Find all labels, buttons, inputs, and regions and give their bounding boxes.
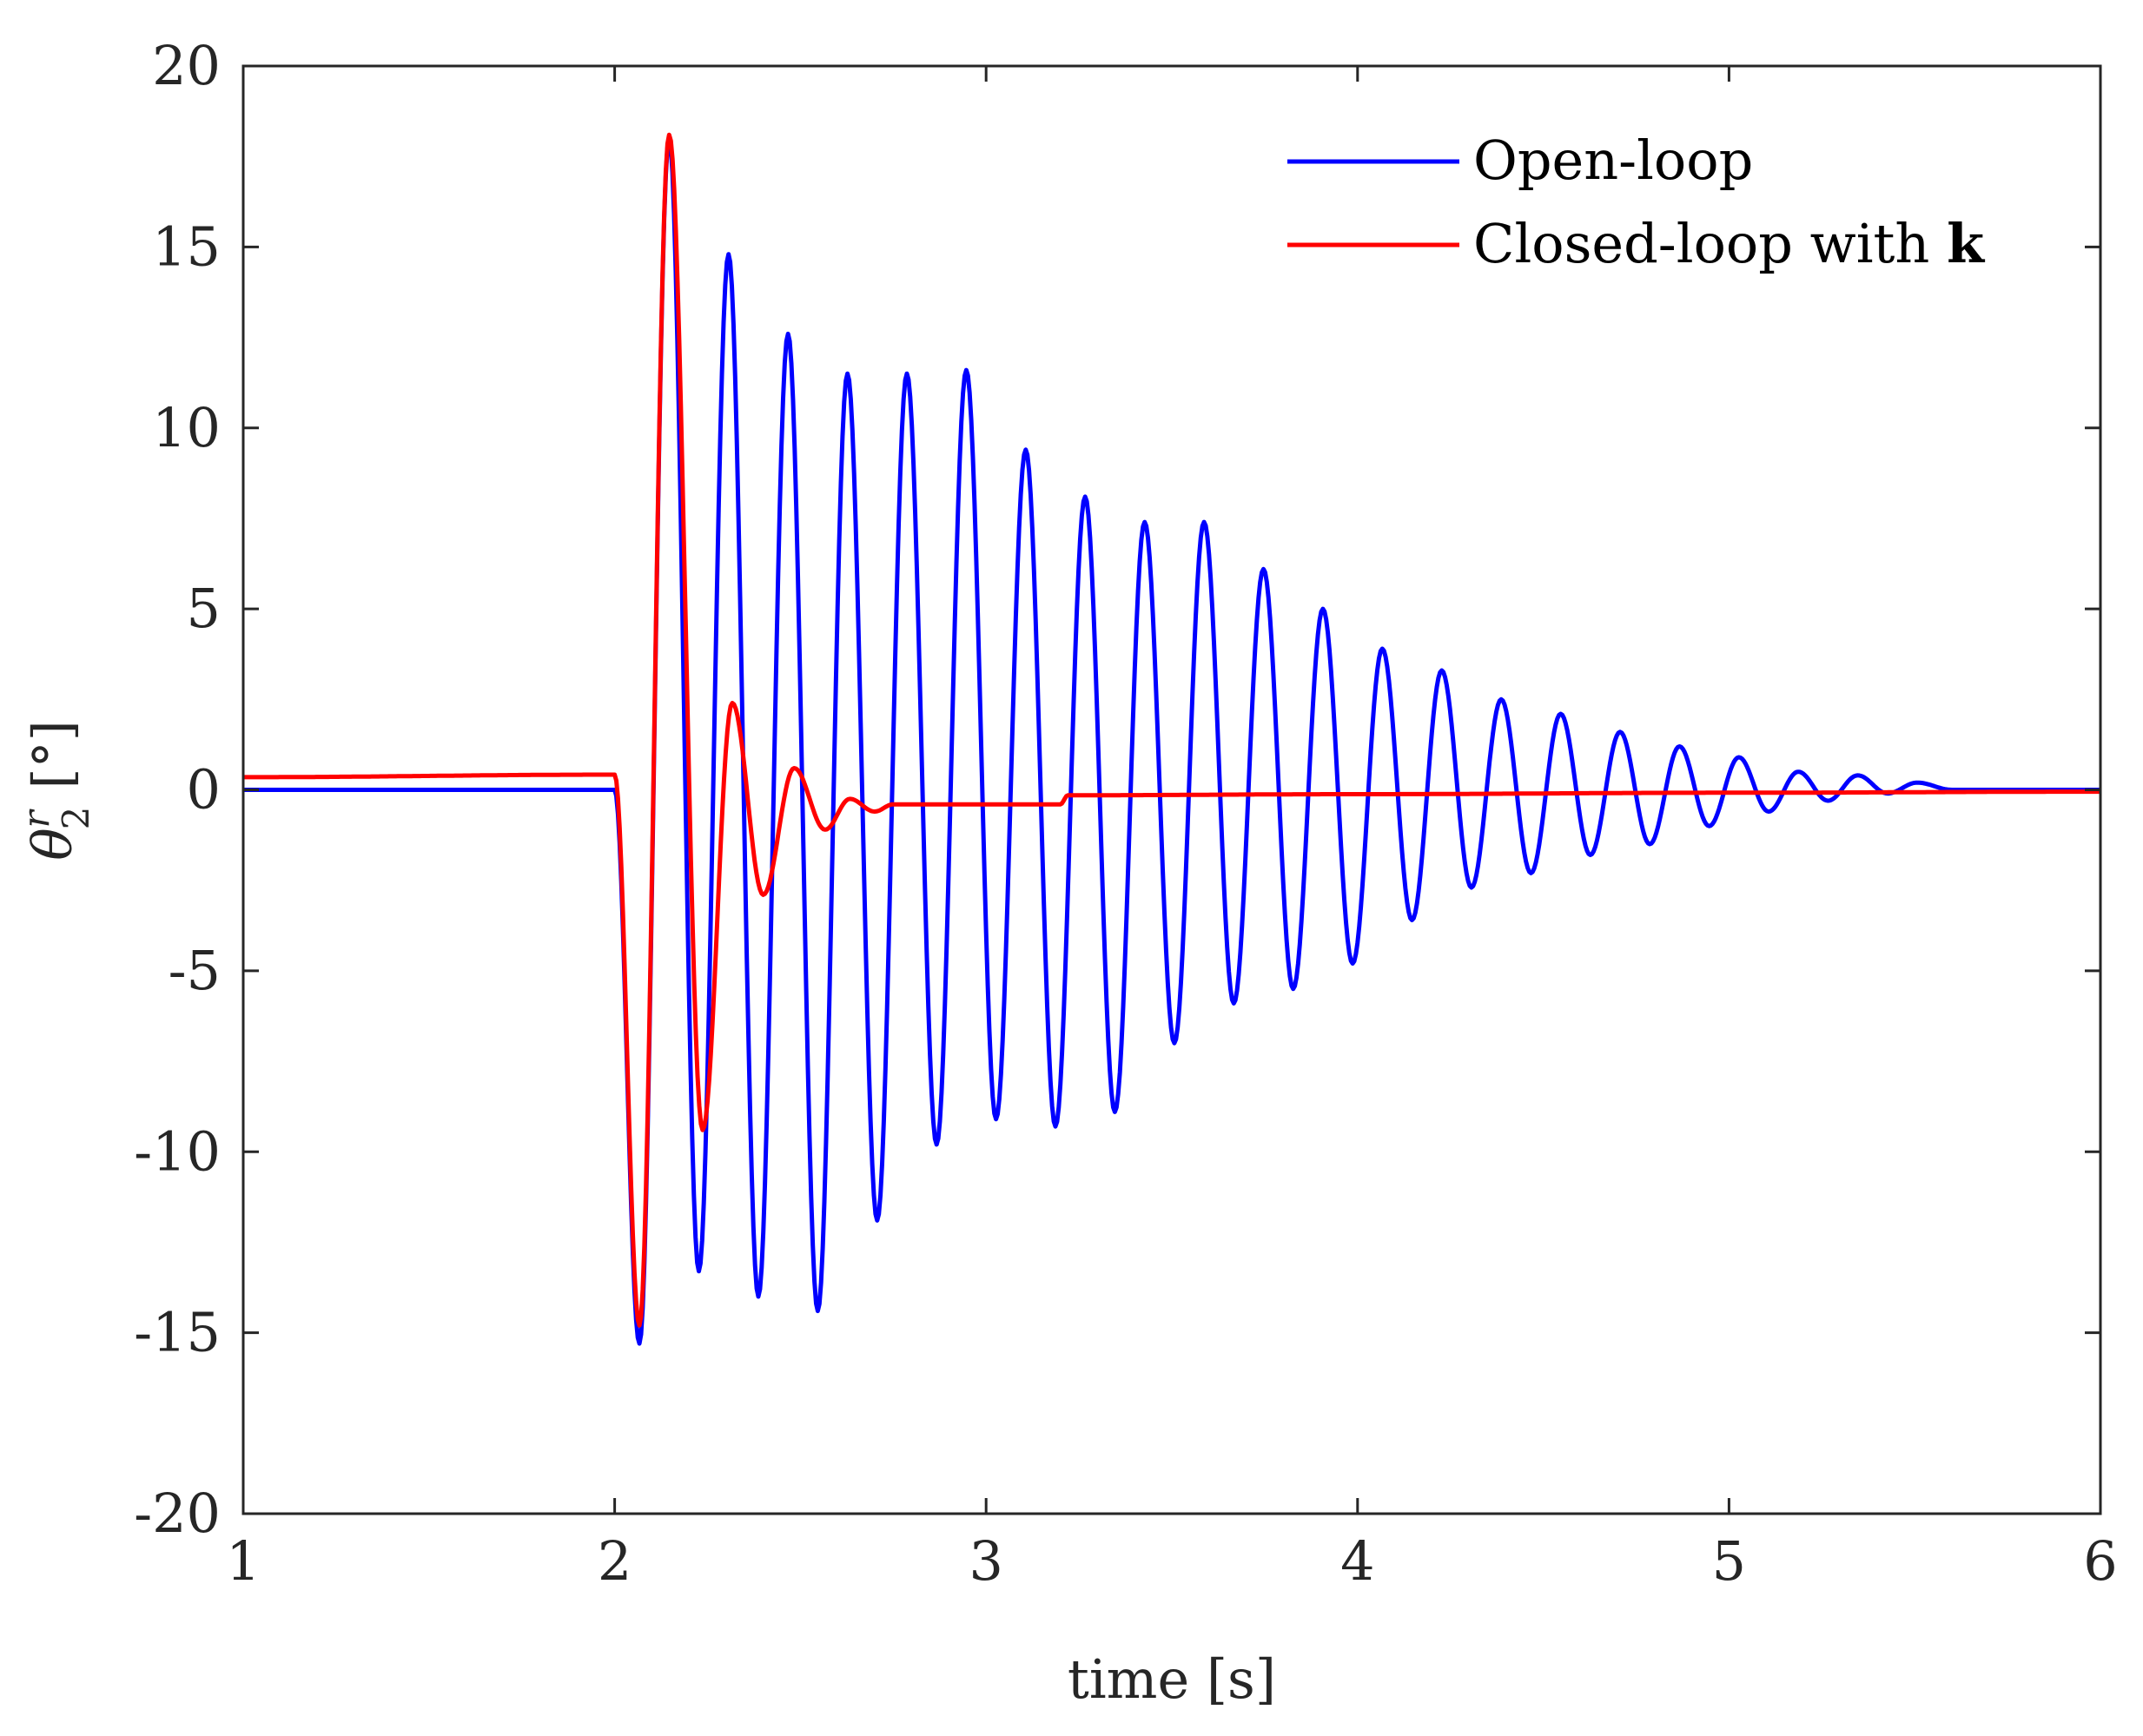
- y-tick-label: -5: [169, 939, 221, 1002]
- ticks-layer: [241, 64, 2102, 1515]
- y-tick-label: 20: [152, 34, 221, 97]
- x-tick-label: 5: [1712, 1529, 1746, 1593]
- x-tick-label: 6: [2083, 1529, 2117, 1593]
- y-axis-subscript: 2: [55, 807, 97, 830]
- legend-label-closed-loop-prefix: Closed-loop with: [1473, 212, 1947, 275]
- x-tick-labels: 1 2 3 4 5 6: [226, 1529, 2117, 1593]
- legend-label-open-loop: Open-loop: [1473, 129, 1753, 192]
- y-axis-unit: [°]: [21, 720, 84, 789]
- legend-label-closed-loop-gain: k: [1947, 212, 1986, 275]
- series-line-open-loop: [243, 135, 2100, 1346]
- x-tick-label: 3: [969, 1529, 1002, 1593]
- x-axis-title: time [s]: [1068, 1647, 1276, 1711]
- y-tick-label: -20: [134, 1482, 221, 1545]
- y-axis-superscript: r: [15, 808, 57, 828]
- x-tick-label: 4: [1340, 1529, 1374, 1593]
- legend-label-closed-loop: Closed-loop with k: [1473, 212, 1986, 275]
- y-tick-label: -10: [134, 1119, 221, 1183]
- y-tick-label: 5: [187, 577, 221, 640]
- y-tick-label: 15: [152, 215, 221, 278]
- series-layer: [243, 132, 2100, 1346]
- y-tick-labels: -20 -15 -10 -5 0 5 10 15 20: [134, 34, 221, 1545]
- x-tick-label: 1: [226, 1529, 260, 1593]
- y-axis-symbol: θ: [21, 828, 84, 860]
- legend: Open-loop Closed-loop with k: [1287, 129, 1986, 275]
- y-axis-title: θr2 [°]: [15, 720, 97, 861]
- y-tick-label: 0: [187, 758, 221, 822]
- x-tick-label: 2: [598, 1529, 632, 1593]
- y-tick-label: 10: [152, 396, 221, 459]
- series-line-closed-loop: [243, 132, 2100, 1328]
- y-tick-label: -15: [134, 1301, 221, 1364]
